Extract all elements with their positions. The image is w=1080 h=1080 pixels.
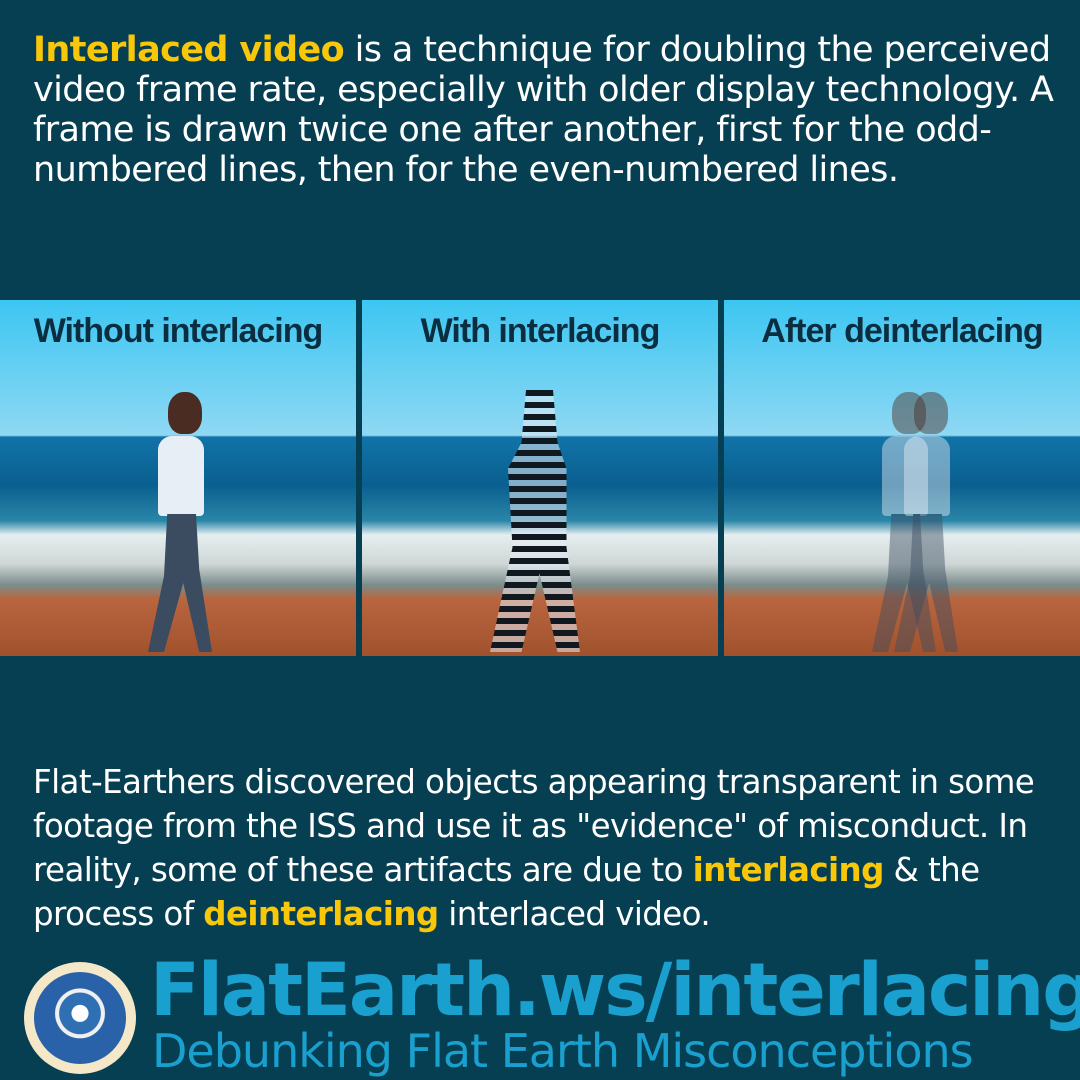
panel-with-interlacing: With interlacing: [362, 300, 718, 656]
walking-person-image: [140, 392, 230, 654]
panel-title: After deinterlacing: [761, 312, 1043, 350]
panel-title: Without interlacing: [33, 312, 324, 350]
site-tagline: Debunking Flat Earth Misconceptions: [152, 1024, 974, 1078]
explanation-text: interlaced video.: [438, 895, 711, 933]
intro-text: is a technique for doubling the perceive…: [33, 30, 1054, 190]
panel-title: With interlacing: [420, 312, 661, 350]
panel-after-deinterlacing: After deinterlacing: [724, 300, 1080, 656]
intro-paragraph: Interlaced video is a technique for doub…: [33, 30, 1063, 190]
explanation-text: Flat-Earthers discovered objects appeari…: [33, 763, 1035, 889]
comparison-panels: Without interlacing With interlacing Aft…: [0, 300, 1080, 656]
highlight-deinterlacing: deinterlacing: [203, 895, 439, 933]
site-url-link[interactable]: FlatEarth.ws/interlacing: [150, 948, 1080, 1033]
highlight-interlacing: interlacing: [692, 851, 885, 889]
intro-highlight: Interlaced video: [33, 30, 345, 70]
flat-earth-logo-icon: [24, 962, 136, 1074]
interlaced-person-image: [490, 390, 580, 652]
explanation-paragraph: Flat-Earthers discovered objects appeari…: [33, 760, 1073, 936]
ghost-person-image: [886, 392, 976, 654]
ghost-person-image: [864, 392, 954, 654]
explanation-text: & the process of: [33, 851, 980, 933]
panel-without-interlacing: Without interlacing: [0, 300, 356, 656]
